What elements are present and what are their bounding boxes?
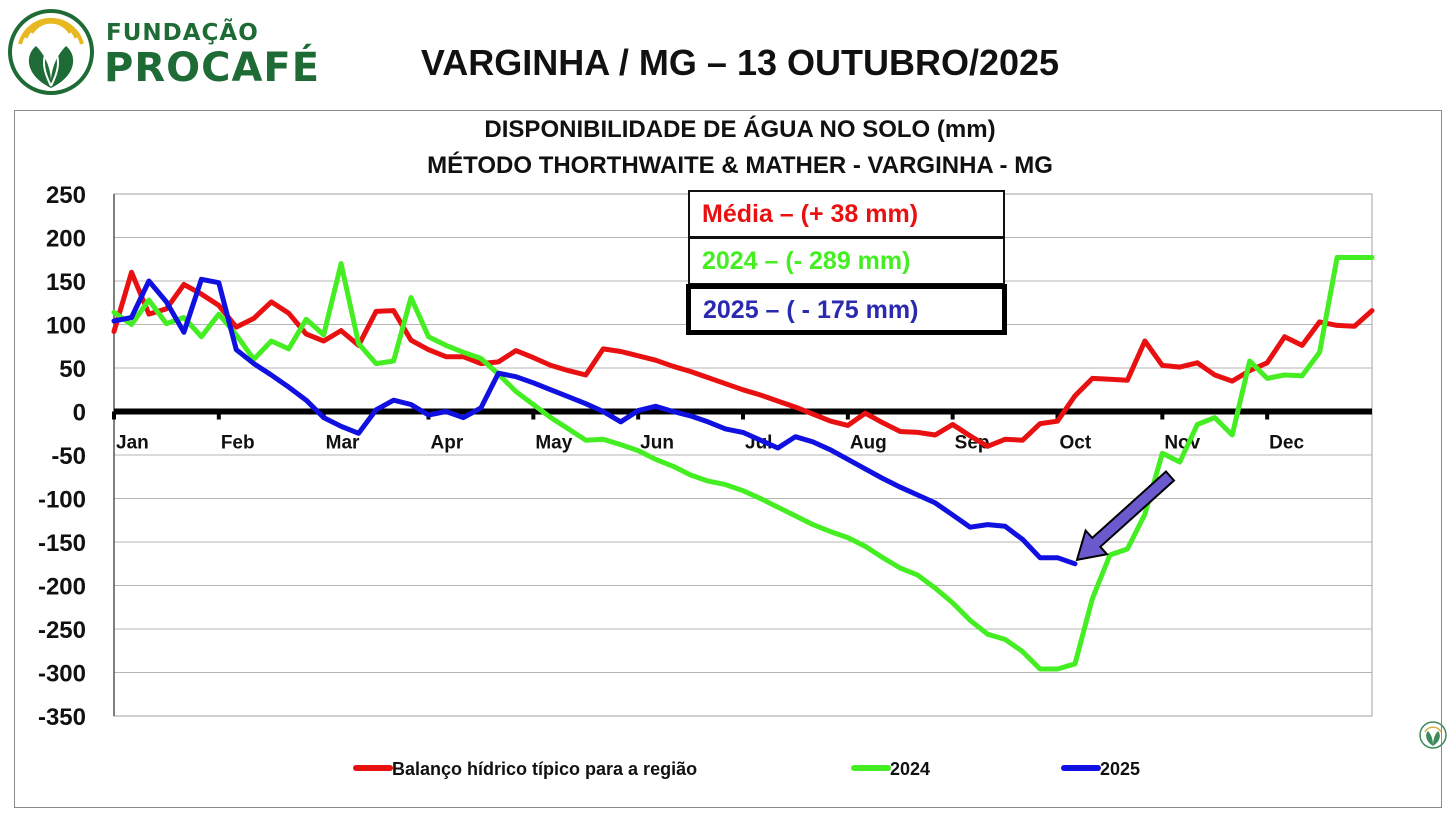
y-tick-label: 50: [59, 356, 86, 383]
chart-subtitle: MÉTODO THORTHWAITE & MATHER - VARGINHA -…: [427, 152, 1053, 179]
y-tick-label: 250: [46, 182, 86, 209]
y-tick-label: -50: [51, 443, 86, 470]
month-label: Jan: [116, 433, 149, 454]
y-tick-label: -250: [38, 617, 86, 644]
corner-logo-icon: [1419, 721, 1447, 749]
month-label: Feb: [221, 433, 255, 454]
y-tick-label: 100: [46, 313, 86, 340]
series-line-2024: [111, 255, 1375, 672]
y-tick-label: -350: [38, 704, 86, 731]
chart-title: DISPONIBILIDADE DE ÁGUA NO SOLO (mm): [484, 116, 996, 143]
y-tick-label: -300: [38, 661, 86, 688]
series-line-2025: [111, 276, 1078, 567]
legend-label: 2024: [890, 759, 930, 779]
logo-text-main: PROCAFÉ: [104, 45, 321, 91]
month-label: Oct: [1060, 433, 1092, 454]
logo-text-top: FUNDAÇÃO: [106, 20, 259, 46]
month-label: Sep: [955, 433, 990, 454]
logo-icon: [8, 9, 94, 95]
month-label: Aug: [850, 433, 887, 454]
chart-frame: [14, 110, 1442, 808]
arrow-icon: [1075, 470, 1176, 562]
page-title: VARGINHA / MG – 13 OUTUBRO/2025: [420, 42, 1060, 83]
month-label: May: [535, 433, 572, 454]
month-label: Apr: [431, 433, 464, 454]
y-tick-label: -150: [38, 530, 86, 557]
legend-label: Balanço hídrico típico para a região: [392, 759, 697, 779]
y-tick-label: -100: [38, 487, 86, 514]
y-tick-label: 150: [46, 269, 86, 296]
y-tick-label: 200: [46, 226, 86, 253]
legend-label: 2025: [1100, 759, 1140, 779]
month-label: Mar: [326, 433, 360, 454]
annotation-2024: 2024 – (- 289 mm): [688, 237, 1005, 285]
series-line-media: [111, 269, 1375, 449]
logo: FUNDAÇÃO PROCAFÉ: [6, 6, 319, 96]
annotation-2025: 2025 – ( - 175 mm): [686, 284, 1007, 335]
month-label: Dec: [1269, 433, 1304, 454]
month-label: Jun: [640, 433, 674, 454]
annotation-media: Média – (+ 38 mm): [688, 190, 1005, 238]
y-tick-label: -200: [38, 574, 86, 601]
y-tick-label: 0: [73, 400, 86, 427]
